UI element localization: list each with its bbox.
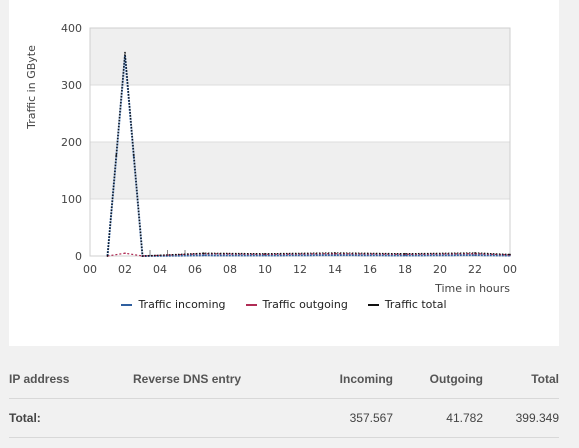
grid-band bbox=[90, 142, 510, 199]
table-total-row: Total: 357.567 41.782 399.349 bbox=[9, 399, 559, 437]
data-point-traffic-total bbox=[124, 51, 126, 54]
x-tick-label: 10 bbox=[258, 263, 272, 276]
header-ip-address[interactable]: IP address bbox=[9, 372, 70, 386]
total-outgoing: 41.782 bbox=[446, 411, 483, 425]
legend-label: Traffic outgoing bbox=[262, 298, 348, 311]
y-tick-label: 400 bbox=[61, 22, 82, 35]
header-total[interactable]: Total bbox=[531, 372, 559, 386]
grid-band bbox=[90, 199, 510, 256]
data-point-traffic-total bbox=[264, 252, 266, 255]
x-tick-label: 12 bbox=[293, 263, 307, 276]
legend-item[interactable]: Traffic incoming bbox=[121, 298, 226, 311]
total-total: 399.349 bbox=[515, 411, 559, 425]
legend-item[interactable]: Traffic outgoing bbox=[245, 298, 348, 311]
total-label: Total: bbox=[9, 411, 41, 425]
data-point-traffic-total bbox=[509, 253, 511, 256]
legend-item[interactable]: Traffic total bbox=[367, 298, 447, 311]
data-point-traffic-incoming bbox=[264, 254, 266, 257]
header-incoming[interactable]: Incoming bbox=[339, 372, 393, 386]
legend-label: Traffic incoming bbox=[138, 298, 226, 311]
traffic-stats-table: IP address Reverse DNS entry Incoming Ou… bbox=[9, 360, 559, 438]
y-tick-label: 200 bbox=[61, 136, 82, 149]
x-tick-label: 00 bbox=[83, 263, 97, 276]
header-reverse-dns[interactable]: Reverse DNS entry bbox=[133, 372, 242, 386]
data-point-traffic-outgoing bbox=[124, 252, 126, 254]
x-tick-label: 08 bbox=[223, 263, 237, 276]
chart-legend: Traffic incoming Traffic outgoing Traffic … bbox=[9, 298, 559, 311]
data-point-traffic-total bbox=[132, 154, 135, 156]
data-point-traffic-total bbox=[106, 255, 109, 257]
x-tick-label: 06 bbox=[188, 263, 202, 276]
y-tick-label: 0 bbox=[75, 250, 82, 263]
grid-band bbox=[90, 85, 510, 142]
traffic-chart: 0 100 200 300 400 00 02 04 06 08 10 12 14 16 18 20 22 00 T… bbox=[25, 22, 517, 295]
legend-label: Traffic total bbox=[384, 298, 447, 311]
header-outgoing[interactable]: Outgoing bbox=[429, 372, 483, 386]
divider bbox=[9, 437, 559, 438]
x-tick-label: 14 bbox=[328, 263, 342, 276]
data-point-traffic-incoming bbox=[132, 155, 135, 158]
y-tick-label: 100 bbox=[61, 193, 82, 206]
divider bbox=[9, 398, 559, 399]
x-axis-label: Time in hours bbox=[434, 282, 510, 295]
x-tick-label: 18 bbox=[398, 263, 412, 276]
x-tick-label: 02 bbox=[118, 263, 132, 276]
legend-swatch bbox=[121, 303, 133, 306]
x-tick-label: 20 bbox=[433, 263, 447, 276]
y-tick-label: 300 bbox=[61, 79, 82, 92]
data-point-traffic-total bbox=[334, 252, 336, 254]
data-point-traffic-total bbox=[141, 255, 144, 257]
data-point-traffic-total bbox=[115, 154, 118, 156]
series-line-traffic-total bbox=[106, 52, 511, 257]
data-point-traffic-incoming bbox=[334, 254, 336, 256]
x-tick-label: 16 bbox=[363, 263, 377, 276]
table-header-row: IP address Reverse DNS entry Incoming Ou… bbox=[9, 360, 559, 398]
x-tick-label: 00 bbox=[503, 263, 517, 276]
y-axis-label: Traffic in GByte bbox=[25, 45, 38, 130]
data-point-traffic-total bbox=[404, 252, 406, 255]
data-point-traffic-incoming bbox=[404, 254, 406, 257]
total-incoming: 357.567 bbox=[349, 411, 393, 425]
x-tick-label: 04 bbox=[153, 263, 167, 276]
grid-band bbox=[90, 28, 510, 85]
traffic-chart-panel: 0 100 200 300 400 00 02 04 06 08 10 12 14 16 18 20 22 00 T… bbox=[9, 0, 559, 346]
legend-swatch bbox=[367, 303, 379, 306]
legend-swatch bbox=[245, 303, 257, 306]
data-point-traffic-incoming bbox=[202, 254, 205, 257]
data-point-traffic-incoming bbox=[474, 254, 476, 256]
x-tick-label: 22 bbox=[468, 263, 482, 276]
data-point-traffic-total bbox=[474, 252, 476, 254]
plot-border bbox=[89, 27, 511, 257]
series-line-traffic-incoming bbox=[106, 55, 511, 258]
data-point-traffic-total bbox=[202, 252, 205, 254]
